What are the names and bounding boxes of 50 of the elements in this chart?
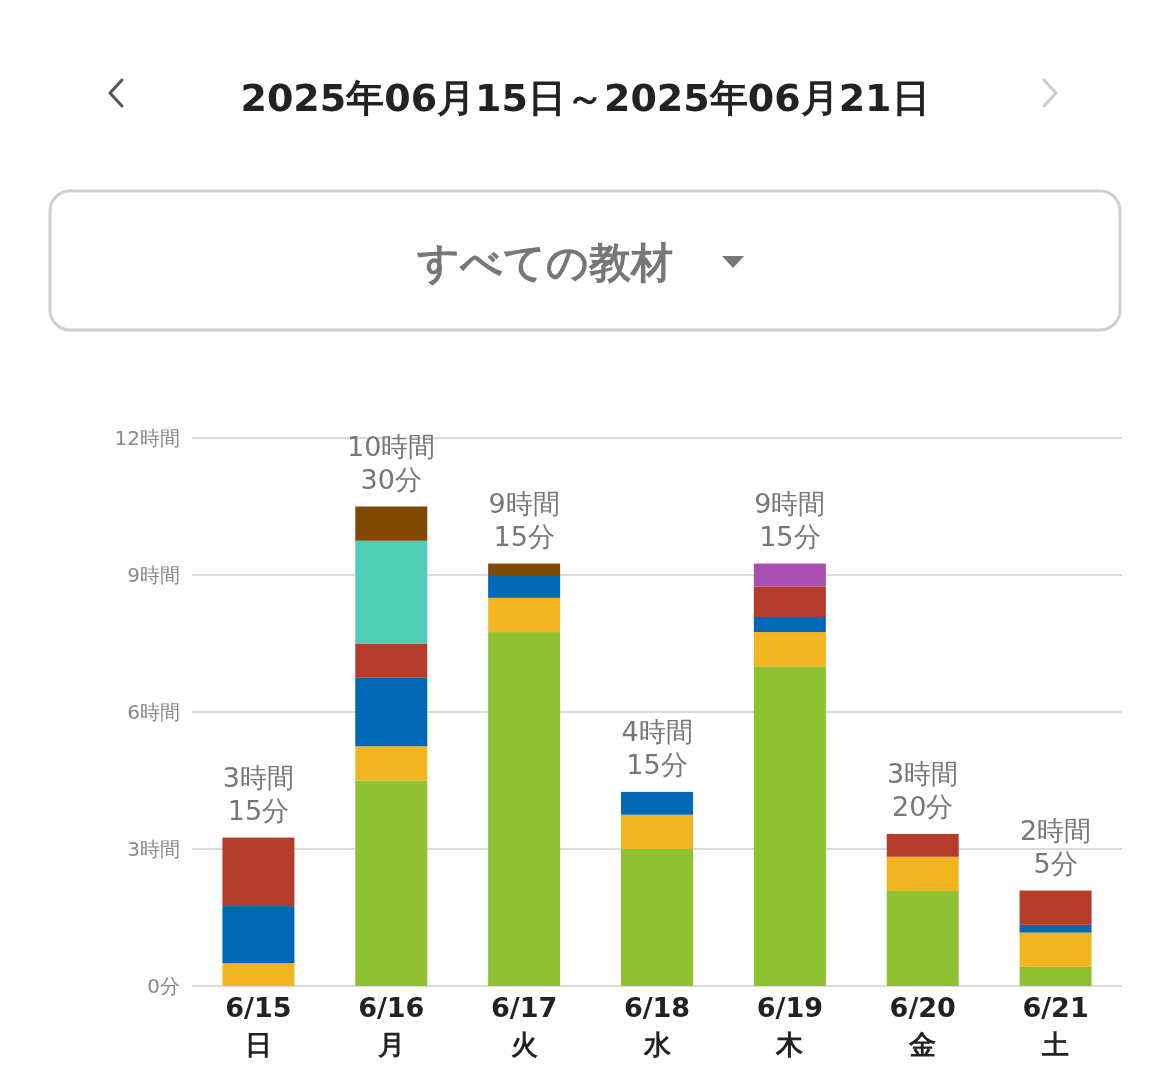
bar <box>753 563 826 587</box>
x-tick-label: 6/16 月 <box>358 992 425 1060</box>
dropdown: すべての教材 <box>48 189 1122 332</box>
x-tick-label: 6/21 土 <box>1022 992 1089 1060</box>
bar <box>621 791 693 815</box>
bar <box>1019 966 1092 986</box>
bar <box>621 814 693 849</box>
total-label: 9時間 15分 <box>754 487 826 552</box>
x-tick-label: 6/19 木 <box>756 992 823 1060</box>
bar <box>355 780 428 986</box>
bar <box>753 632 826 667</box>
bar <box>753 586 826 618</box>
total-label: 3時間 20分 <box>887 757 959 822</box>
x-tick-label: 6/20 金 <box>889 992 956 1060</box>
total-label: 9時間 15分 <box>488 487 560 552</box>
total-label: 3時間 15分 <box>222 761 295 826</box>
bar <box>488 575 561 598</box>
bar <box>488 563 561 575</box>
bar <box>355 506 428 541</box>
y-tick-label: 6時間 <box>127 700 180 724</box>
y-tick-label: 9時間 <box>127 563 180 587</box>
bar <box>886 856 959 892</box>
bar <box>1019 924 1092 933</box>
y-tick-label: 0分 <box>147 974 180 998</box>
bar <box>1019 890 1092 925</box>
total-label: 4時間 15分 <box>621 715 693 780</box>
chart-title: 2025年06月15日～2025年06月21日 <box>240 76 930 120</box>
total-label: 10時間 30分 <box>347 430 436 495</box>
bar <box>355 746 428 781</box>
bar <box>753 617 826 633</box>
total-label: 2時間 5分 <box>1019 814 1092 879</box>
bar <box>1019 932 1092 967</box>
bar <box>753 666 826 986</box>
x-tick-label: 6/17 火 <box>491 992 558 1060</box>
bar <box>222 963 295 986</box>
chart-subtitle: すべての教材 <box>416 238 673 287</box>
bar <box>886 891 959 986</box>
bar <box>355 677 428 747</box>
bar <box>621 849 693 986</box>
y-tick-label: 3時間 <box>127 837 180 861</box>
y-tick-label: 12時間 <box>114 426 180 450</box>
bar <box>355 643 428 678</box>
bar <box>355 540 428 644</box>
x-tick-label: 6/18 水 <box>623 992 691 1060</box>
bar <box>488 597 561 633</box>
bar <box>488 632 561 986</box>
bar <box>222 906 295 964</box>
x-tick-label: 6/15 日 <box>225 992 292 1060</box>
bar <box>886 833 959 857</box>
bar <box>222 837 295 907</box>
